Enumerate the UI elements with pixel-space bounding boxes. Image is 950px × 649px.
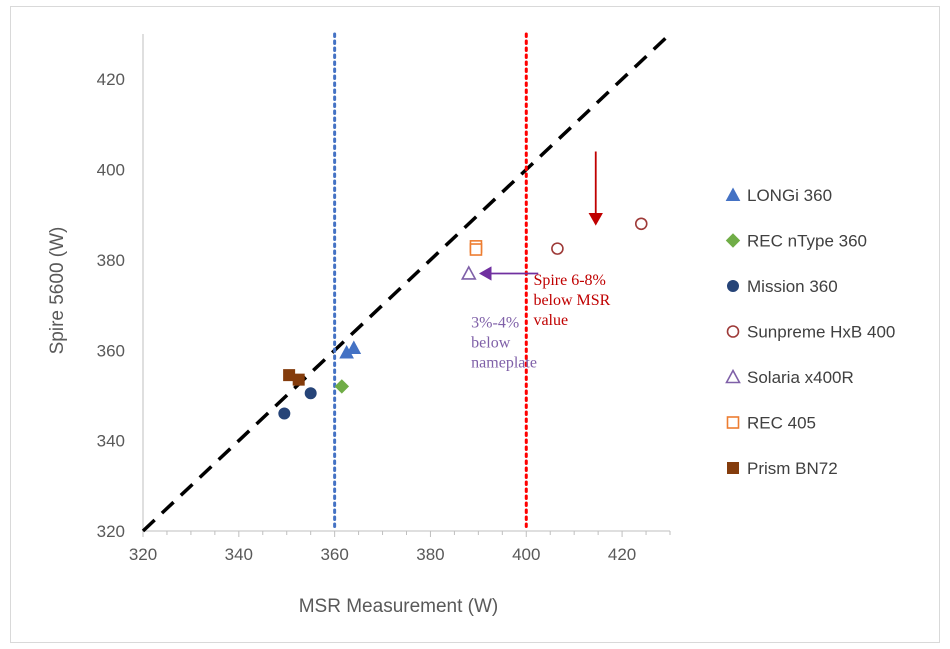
data-point	[460, 265, 477, 280]
x-tick-label: 400	[512, 545, 540, 564]
data-point	[278, 407, 291, 420]
legend-label: Solaria x400R	[747, 368, 854, 387]
legend-marker	[726, 416, 740, 429]
legend-item: Sunpreme HxB 400	[726, 323, 895, 342]
legend-item: LONGi 360	[725, 186, 832, 205]
legend-label: REC 405	[747, 414, 816, 433]
x-tick-label: 340	[225, 545, 253, 564]
legend-marker	[725, 233, 741, 248]
reference-lines	[141, 32, 672, 533]
data-point	[469, 243, 483, 256]
legend-label: LONGi 360	[747, 186, 832, 205]
legend-item: Prism BN72	[727, 459, 838, 478]
annotation-line: Spire 6-8%	[533, 272, 605, 289]
axes: 320 340 360 380 400 420 320 340 360 380 400 420 MSR …	[47, 34, 671, 617]
annotation-line: below	[471, 335, 511, 352]
annotation-text: 3%-4% below nameplate	[471, 315, 537, 372]
data-points	[278, 217, 648, 420]
legend-item: REC nType 360	[725, 232, 867, 251]
y-tick-label: 380	[97, 251, 125, 270]
data-point	[634, 217, 648, 231]
y-axis-title: Spire 5600 (W)	[47, 227, 68, 355]
legend-label: REC nType 360	[747, 232, 867, 251]
annotation-line: below MSR	[533, 292, 610, 309]
x-tick-label: 420	[608, 545, 636, 564]
legend-marker	[725, 368, 741, 384]
annotation-line: value	[533, 312, 568, 329]
legend-marker	[727, 280, 739, 292]
legend-item: Solaria x400R	[725, 368, 854, 387]
annotations: Spire 6-8% below MSR value 3%-4% below namepl…	[471, 151, 611, 372]
legend-marker	[726, 325, 740, 338]
data-point	[346, 340, 362, 355]
y-tick-label: 360	[97, 341, 125, 360]
data-point	[292, 373, 305, 386]
legend-marker	[727, 462, 739, 474]
legend-item: REC 405	[726, 414, 816, 433]
legend-item: Mission 360	[727, 277, 838, 296]
data-point	[551, 242, 564, 255]
x-tick-label: 360	[320, 545, 348, 564]
parity-line	[141, 32, 672, 533]
x-tick-label: 380	[416, 545, 444, 564]
legend-label: Prism BN72	[747, 459, 838, 478]
legend-label: Sunpreme HxB 400	[747, 323, 895, 342]
annotation-line: 3%-4%	[471, 315, 519, 332]
y-tick-label: 320	[97, 522, 125, 541]
data-point	[304, 387, 317, 400]
y-tick-label: 400	[97, 161, 125, 180]
y-tick-label: 420	[97, 70, 125, 89]
x-axis-title: MSR Measurement (W)	[299, 596, 499, 617]
y-tick-label: 340	[97, 432, 125, 451]
legend-label: Mission 360	[747, 277, 838, 296]
annotation-text: Spire 6-8% below MSR value	[533, 272, 610, 329]
x-tick-label: 320	[129, 545, 157, 564]
annotation-line: nameplate	[471, 355, 537, 372]
legend-marker	[725, 187, 741, 201]
chart-frame	[10, 6, 940, 643]
data-point	[334, 379, 350, 394]
legend: LONGi 360 REC nType 360 Mission 360 Sunprem…	[725, 186, 895, 478]
